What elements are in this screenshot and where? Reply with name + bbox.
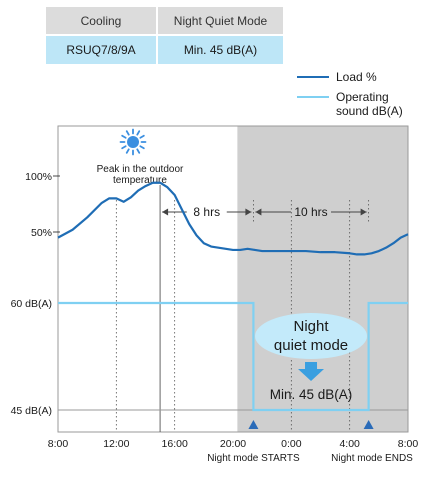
- x-tick-label: 16:00: [162, 438, 188, 450]
- spec-header-row: Cooling Night Quiet Mode: [46, 7, 285, 35]
- series-load-line: [57, 181, 409, 256]
- span-8hrs-arrowhead-left: [162, 208, 169, 216]
- x-tick-label: 8:00: [48, 438, 69, 450]
- y-tick-label-load: 100%: [25, 171, 52, 183]
- peak-label-line-1: Peak in the outdoor: [97, 164, 184, 175]
- span-8hrs-arrowhead-right: [245, 208, 252, 216]
- spec-header-cooling: Cooling: [46, 7, 158, 35]
- x-tick-label: 12:00: [103, 438, 129, 450]
- down-arrow-icon: [298, 362, 325, 381]
- spec-cell-model: RSUQ7/8/9A: [46, 34, 158, 64]
- spec-header-night-quiet-mode: Night Quiet Mode: [157, 7, 285, 35]
- sun-ray: [125, 130, 130, 136]
- x-tick-label: 4:00: [339, 438, 360, 450]
- spec-table: Cooling Night Quiet Mode RSUQ7/8/9A Min.…: [46, 7, 285, 64]
- triangle-marker-icon: [248, 420, 259, 429]
- min-sound-label: Min. 45 dB(A): [270, 387, 353, 402]
- night-start-label: Night mode STARTS: [207, 453, 300, 464]
- x-tick-label: 8:00: [398, 438, 419, 450]
- sun-ray: [121, 145, 127, 150]
- y-tick-label-load: 50%: [31, 227, 52, 239]
- y-tick-label-sound: 60 dB(A): [11, 298, 52, 310]
- sun-core: [127, 136, 139, 148]
- sun-ray: [136, 148, 141, 154]
- night-quiet-bubble: [255, 313, 368, 359]
- span-8hrs-label: 8 hrs: [193, 205, 220, 219]
- sun-ray: [139, 145, 145, 150]
- sun-ray: [121, 134, 127, 139]
- chart-legend: Load % Operating sound dB(A): [297, 70, 403, 118]
- spec-cell-min-sound: Min. 45 dB(A): [157, 34, 285, 64]
- plot-frame: [57, 125, 409, 433]
- sun-ray: [136, 130, 141, 136]
- bubble-label-line-2: quiet mode: [274, 337, 348, 354]
- bubble-label-line-1: Night: [294, 318, 330, 335]
- sun-ray: [139, 134, 145, 139]
- y-axis-labels: 100% 50% 60 dB(A) 45 dB(A): [11, 171, 60, 417]
- night-period-shade: [237, 126, 408, 432]
- x-tick-label: 0:00: [281, 438, 302, 450]
- spec-data-row: RSUQ7/8/9A Min. 45 dB(A): [46, 34, 285, 64]
- triangle-marker-icon: [363, 420, 374, 429]
- series-sound-line: [58, 301, 408, 412]
- sun-ray: [125, 148, 130, 154]
- duration-spans: 8 hrs 10 hrs: [162, 200, 370, 224]
- legend-load-label: Load %: [336, 70, 377, 84]
- span-10hrs-arrowhead-right: [360, 208, 367, 216]
- y-tick-label-sound: 45 dB(A): [11, 405, 52, 417]
- legend-sound-label: Operating sound dB(A): [336, 90, 403, 118]
- sun-icon: [119, 128, 147, 156]
- span-10hrs-label: 10 hrs: [294, 205, 327, 219]
- x-axis-labels: 8:00 12:00 16:00 20:00 0:00 4:00 8:00: [48, 438, 419, 450]
- peak-label-line-2: temperature: [113, 175, 167, 186]
- night-end-label: Night mode ENDS: [331, 453, 413, 464]
- span-10hrs-arrowhead-left: [255, 208, 262, 216]
- x-tick-label: 20:00: [220, 438, 246, 450]
